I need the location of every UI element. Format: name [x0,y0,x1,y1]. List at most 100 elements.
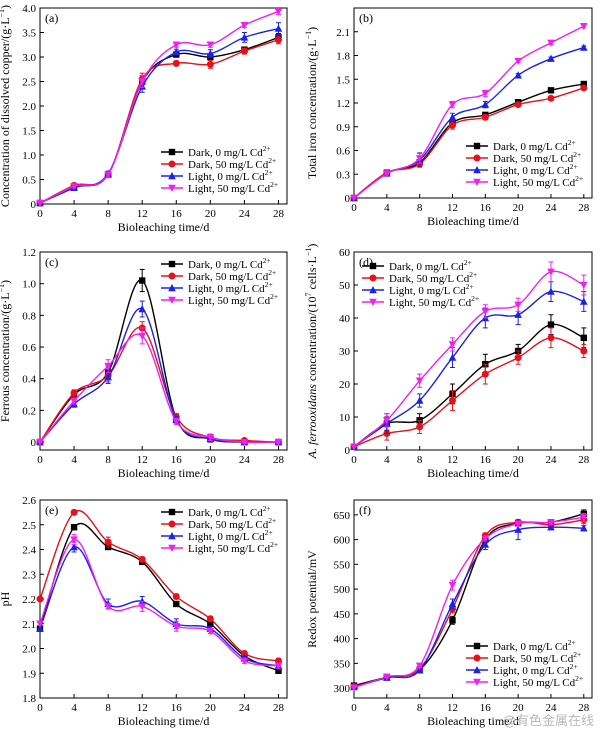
panel-label: (f) [359,503,371,517]
y-tick-label: 500 [334,584,351,596]
data-point [70,397,78,405]
data-point [481,100,490,108]
legend-marker [473,678,481,686]
data-point [104,603,112,611]
legend-entry: Light, 50 mg/L Cd2+ [493,174,583,189]
x-tick-label: 0 [37,208,43,220]
series-line [353,526,584,688]
legend: Dark, 0 mg/L Cd2+Dark, 50 mg/L Cd2+Light… [466,638,583,689]
series-line [39,326,279,443]
y-tick-label: 4.0 [22,3,36,15]
legend-marker [168,296,176,304]
y-tick-label: 1.0 [22,150,36,162]
x-tick-label: 28 [273,208,285,220]
y-tick-label: 1.2 [22,247,36,259]
data-point [172,59,180,67]
y-tick-label: 0.8 [22,310,36,322]
x-tick-label: 0 [37,454,43,466]
x-axis-label: Bioleaching time/d [427,714,519,728]
legend-entry: Light, 0 mg/L Cd2+ [188,280,273,295]
legend-entry: Light, 50 mg/L Cd2+ [389,294,479,309]
x-tick-label: 20 [205,208,217,220]
data-point [274,24,283,32]
y-tick-label: 400 [334,634,351,646]
legend-entry: Dark, 0 mg/L Cd2+ [188,256,271,271]
y-tick-label: 0.6 [22,342,36,354]
x-tick-label: 4 [71,208,77,220]
y-tick-label: 0.5 [22,175,36,187]
x-tick-label: 28 [578,702,590,714]
data-point [138,603,147,611]
data-point [547,268,555,276]
legend-entry: Light, 50 mg/L Cd2+ [188,292,278,307]
data-point [514,71,522,79]
y-tick-label: 2.0 [22,101,36,113]
data-point [350,443,358,451]
chart-panel-e: 0 4 8 12 16 20 24 28 1.8 1.9 2.0 2.1 2.2 2.3 2.4 2.5 2.6… [0,495,288,728]
y-tick-label: 2.5 [22,77,36,89]
y-tick-label: 2.4 [22,545,36,557]
data-point [274,662,283,670]
legend-entry: Dark, 50 mg/L Cd2+ [188,268,276,283]
data-point [240,47,248,55]
y-axis-label: Redox potential/mV [305,550,319,648]
data-point [547,54,555,62]
data-point [36,595,44,603]
legend-marker [473,154,481,162]
data-point [415,377,424,385]
series-4 [350,512,588,692]
y-tick-label: 0 [31,437,37,449]
data-point [383,170,391,178]
x-tick-label: 20 [513,702,525,714]
data-point [415,666,424,674]
data-point [416,423,424,431]
data-point [547,39,555,47]
legend-marker [369,286,377,294]
x-tick-label: 0 [351,702,357,714]
data-point [547,321,555,328]
y-tick-label: 1.8 [336,51,350,63]
data-point [240,21,249,30]
x-tick-label: 20 [513,454,525,466]
series-3 [36,541,283,670]
data-point [448,397,456,404]
legend-marker [168,532,176,540]
x-tick-label: 24 [239,454,251,466]
legend-entry: Dark, 0 mg/L Cd2+ [493,138,576,153]
y-tick-label: 30 [339,346,351,358]
data-point [206,615,214,623]
y-tick-label: 3.0 [22,52,36,64]
plot-frame [353,499,593,699]
data-point [138,332,147,340]
data-point [240,33,249,41]
data-point [449,617,456,624]
data-point [580,334,587,341]
legend: Dark, 0 mg/L Cd2+Dark, 50 mg/L Cd2+Light… [161,504,278,555]
data-point [350,684,358,692]
y-tick-label: 40 [339,313,351,325]
legend-entry: Dark, 50 mg/L Cd2+ [493,150,581,165]
data-point [206,627,215,636]
data-point [383,673,391,681]
y-tick-label: 2.5 [22,520,36,532]
legend-marker [369,262,377,270]
legend: Dark, 0 mg/L Cd2+Dark, 50 mg/L Cd2+Light… [161,144,278,195]
data-point [514,301,522,309]
series-2 [36,508,282,665]
data-point [448,353,457,361]
data-point [172,41,181,49]
data-point [104,373,112,381]
data-point [481,113,489,121]
data-point [547,519,555,527]
data-point [240,438,249,447]
data-point [514,101,522,109]
x-axis-label: Bioleaching time/d [118,714,210,728]
data-point [36,624,44,632]
data-point [547,87,555,94]
legend-entry: Dark, 50 mg/L Cd2+ [493,650,581,665]
x-axis-label: Bioleaching time/d [427,466,519,480]
data-point [274,8,283,16]
legend-entry: Light, 0 mg/L Cd2+ [493,162,578,177]
x-tick-label: 24 [239,208,251,220]
legend-entry: Light, 0 mg/L Cd2+ [188,168,273,183]
